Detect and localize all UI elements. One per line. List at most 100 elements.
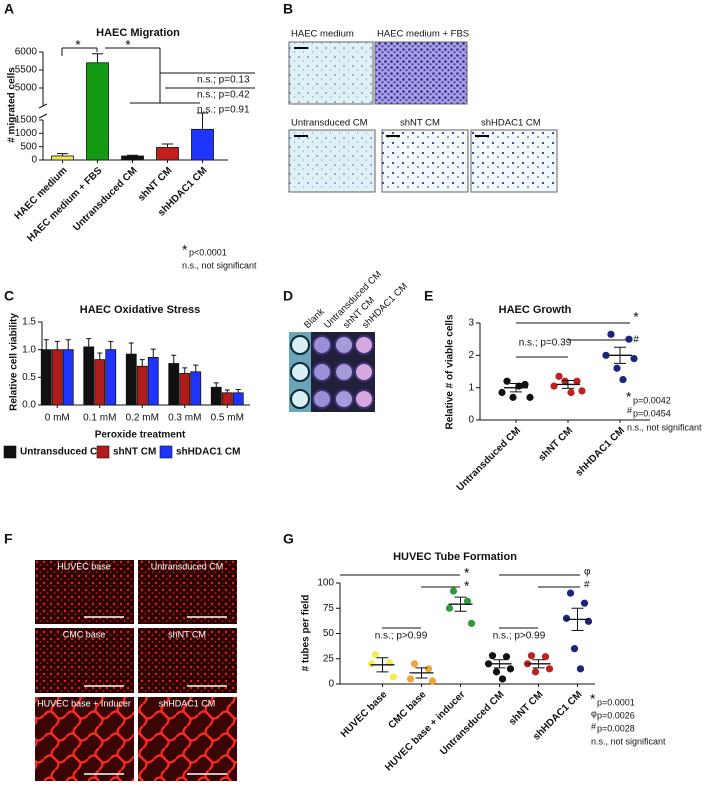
image-label: Blank xyxy=(302,306,327,331)
image-label: shNT CM xyxy=(400,118,440,129)
annotation: n.s.; p=0.42 xyxy=(197,90,250,101)
annotation: * xyxy=(464,565,470,581)
bar xyxy=(136,365,148,406)
error-bar xyxy=(86,338,92,347)
error-bar xyxy=(150,348,156,358)
annotation: * xyxy=(464,578,470,594)
footnote: p=0.0454 xyxy=(633,408,671,418)
annotation: n.s.; p=0.13 xyxy=(197,75,250,86)
data-point xyxy=(570,645,579,653)
footnote: n.s., not significant xyxy=(182,260,257,270)
data-point xyxy=(509,393,517,401)
error-bar xyxy=(97,352,103,360)
image-label: HUVEC base xyxy=(57,561,111,571)
error-bar xyxy=(171,354,177,364)
bar xyxy=(179,373,191,406)
data-point xyxy=(580,599,589,607)
footnote: * xyxy=(182,242,188,258)
panel-label: B xyxy=(283,1,293,17)
y-tick-label: 0.0 xyxy=(22,400,36,411)
error-bar xyxy=(224,389,230,393)
legend-swatch xyxy=(96,445,110,459)
error-bar xyxy=(127,154,138,156)
data-point xyxy=(492,668,501,676)
bar xyxy=(94,359,106,406)
error-bar xyxy=(54,340,60,350)
error-bar xyxy=(193,364,199,372)
image-label: shHDAC1 CM xyxy=(481,118,541,129)
data-point xyxy=(562,614,571,622)
data-point xyxy=(521,380,529,389)
annotation: n.s.; p>0.99 xyxy=(375,631,428,642)
image-label: HAEC medium xyxy=(291,29,354,40)
annotation: φ xyxy=(584,567,591,578)
image-label: HUVEC base + Inducer xyxy=(37,698,131,708)
data-point xyxy=(566,589,575,597)
chart-title: HAEC Growth xyxy=(499,304,572,316)
panel-label: G xyxy=(283,531,294,547)
data-point xyxy=(410,660,419,668)
chart-title: HAEC Oxidative Stress xyxy=(80,304,200,316)
data-point xyxy=(428,677,437,685)
footnote: # xyxy=(591,721,596,731)
bar xyxy=(147,357,159,406)
data-point xyxy=(545,665,554,673)
data-point xyxy=(506,665,515,673)
bar xyxy=(191,128,214,161)
data-point xyxy=(463,597,472,605)
bar xyxy=(40,349,52,406)
panel-f: HUVEC base Untransduced CM CMC base shNT… xyxy=(35,560,237,781)
data-point xyxy=(630,354,638,363)
data-point xyxy=(445,604,454,612)
bar xyxy=(86,62,109,161)
x-tick-label: 0.2 mM xyxy=(126,413,159,424)
data-point xyxy=(371,651,380,659)
micrograph xyxy=(35,697,134,781)
micrograph xyxy=(35,560,134,624)
annotation: * xyxy=(75,37,81,53)
micrograph xyxy=(470,129,558,193)
data-point xyxy=(619,375,627,384)
annotation: n.s.; p=0.39 xyxy=(519,338,572,349)
x-tick-label: Untransduced CM xyxy=(71,165,139,233)
bar xyxy=(221,392,233,406)
data-point xyxy=(555,372,563,380)
data-point xyxy=(576,665,585,673)
sem-bar xyxy=(493,659,506,669)
micrograph xyxy=(288,41,374,105)
image-label: Untransduced CM xyxy=(291,118,368,129)
bar xyxy=(105,349,117,406)
y-axis-title: Relative cell viability xyxy=(9,313,20,411)
annotation: * xyxy=(633,309,639,325)
data-point xyxy=(449,587,458,595)
annotation: # xyxy=(633,335,639,346)
sem-bar xyxy=(510,382,522,393)
footnote: φ xyxy=(591,708,597,718)
data-point xyxy=(502,653,511,661)
bar xyxy=(232,392,244,406)
annotation: # xyxy=(584,580,590,591)
data-point xyxy=(567,388,575,397)
sem-bar xyxy=(376,657,389,673)
y-tick-label: 100 xyxy=(317,578,334,589)
legend-label: Untransduced CM xyxy=(20,447,106,458)
x-tick-label: HUVEC base + inducer xyxy=(383,689,467,773)
x-tick-label: 0.1 mM xyxy=(83,413,116,424)
x-tick-label: 0 mM xyxy=(45,413,70,424)
micrograph xyxy=(381,129,469,193)
y-tick-label: 75 xyxy=(323,603,335,614)
axis-break xyxy=(38,113,48,119)
error-bar xyxy=(162,143,173,148)
data-point xyxy=(602,351,610,359)
error-bar xyxy=(182,367,188,374)
sem-bar xyxy=(415,667,428,679)
sem-bar xyxy=(571,607,584,631)
wells xyxy=(290,335,374,409)
data-point xyxy=(526,393,534,401)
y-tick-label: 1 xyxy=(468,382,474,393)
error-bar xyxy=(139,359,145,367)
data-point xyxy=(527,652,536,660)
sem-bar xyxy=(614,346,626,364)
data-point xyxy=(498,388,506,397)
sem-bar xyxy=(454,596,467,612)
